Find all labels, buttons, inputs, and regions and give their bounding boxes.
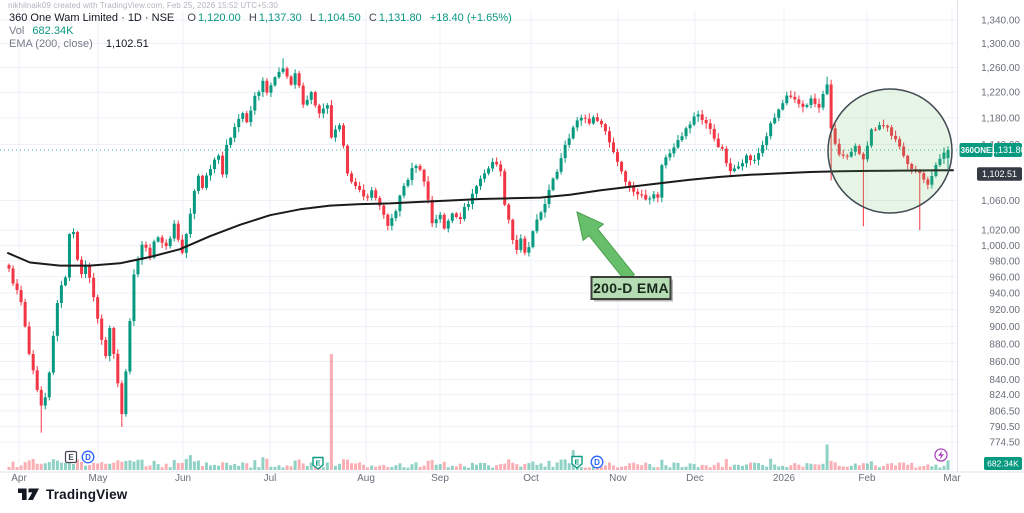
svg-text:Aug: Aug	[357, 473, 375, 484]
event-earnings-shield-icon[interactable]: E	[312, 456, 324, 470]
svg-text:E: E	[574, 458, 579, 467]
svg-text:1,131.80: 1,131.80	[990, 145, 1024, 155]
svg-text:Jun: Jun	[175, 473, 191, 484]
ema-line[interactable]	[7, 169, 954, 267]
svg-text:1,220.00: 1,220.00	[981, 88, 1020, 99]
event-dividend-icon[interactable]: D	[590, 455, 604, 469]
svg-text:940.00: 940.00	[989, 289, 1020, 300]
svg-text:Feb: Feb	[858, 473, 876, 484]
svg-text:Sep: Sep	[431, 473, 449, 484]
svg-text:Oct: Oct	[523, 473, 539, 484]
svg-text:D: D	[594, 458, 600, 467]
svg-text:960.00: 960.00	[989, 272, 1020, 283]
svg-text:E: E	[68, 453, 74, 462]
svg-text:900.00: 900.00	[989, 322, 1020, 333]
svg-text:824.00: 824.00	[989, 390, 1020, 401]
ema-callout-arrow	[576, 211, 636, 283]
price-axis[interactable]: 1,340.00 1,300.00 1,260.00 1,220.00 1,180.00…	[981, 16, 1020, 449]
ema-value-badge	[977, 167, 1022, 181]
svg-text:860.00: 860.00	[989, 357, 1020, 368]
svg-text:806.50: 806.50	[989, 406, 1020, 417]
event-bolt-icon[interactable]	[934, 448, 948, 462]
ema-callout-box	[590, 276, 672, 300]
ema-callout[interactable]: 200-D EMA	[576, 211, 673, 302]
event-dividend-icon[interactable]: D	[81, 450, 95, 464]
svg-text:840.00: 840.00	[989, 375, 1020, 386]
svg-text:1,102.51: 1,102.51	[982, 169, 1017, 179]
symbol-badge	[959, 143, 993, 157]
svg-text:E: E	[315, 459, 320, 468]
svg-text:980.00: 980.00	[989, 256, 1020, 267]
svg-text:1,340.00: 1,340.00	[981, 16, 1020, 27]
svg-text:Nov: Nov	[609, 473, 627, 484]
ema-callout-text: 200-D EMA	[593, 280, 669, 296]
svg-text:774.50: 774.50	[989, 438, 1020, 449]
svg-text:Mar: Mar	[943, 473, 961, 484]
svg-text:1,000.00: 1,000.00	[981, 241, 1020, 252]
candles-layer[interactable]	[7, 58, 950, 433]
highlight-circle-drawing[interactable]	[827, 88, 953, 214]
svg-text:1,180.00: 1,180.00	[981, 113, 1020, 124]
svg-text:Dec: Dec	[686, 473, 704, 484]
svg-text:Apr: Apr	[11, 473, 27, 484]
event-earnings-shield-icon[interactable]: E	[571, 455, 583, 469]
svg-text:2026: 2026	[773, 473, 796, 484]
svg-text:790.50: 790.50	[989, 422, 1020, 433]
axis-badges: 360ONE 1,131.80 1,102.51 682.34K	[959, 143, 1024, 470]
svg-text:May: May	[89, 473, 108, 484]
event-markers[interactable]: E DE E D	[64, 448, 948, 470]
svg-text:1,300.00: 1,300.00	[981, 39, 1020, 50]
svg-text:920.00: 920.00	[989, 305, 1020, 316]
svg-text:1,260.00: 1,260.00	[981, 63, 1020, 74]
event-earnings-box-icon[interactable]: E	[64, 450, 78, 464]
svg-text:D: D	[85, 453, 91, 462]
svg-text:880.00: 880.00	[989, 339, 1020, 350]
time-axis[interactable]: Apr May Jun Jul Aug Sep Oct Nov Dec 2026 Feb Mar	[11, 473, 961, 484]
grid-layer	[0, 0, 1024, 473]
last-price-badge	[994, 143, 1022, 157]
volume-badge	[984, 457, 1022, 470]
svg-text:1,020.00: 1,020.00	[981, 226, 1020, 237]
svg-text:682.34K: 682.34K	[987, 459, 1019, 469]
svg-text:1,060.00: 1,060.00	[981, 196, 1020, 207]
svg-text:360ONE: 360ONE	[961, 146, 992, 155]
volume-layer	[7, 354, 950, 470]
svg-text:Jul: Jul	[264, 473, 277, 484]
